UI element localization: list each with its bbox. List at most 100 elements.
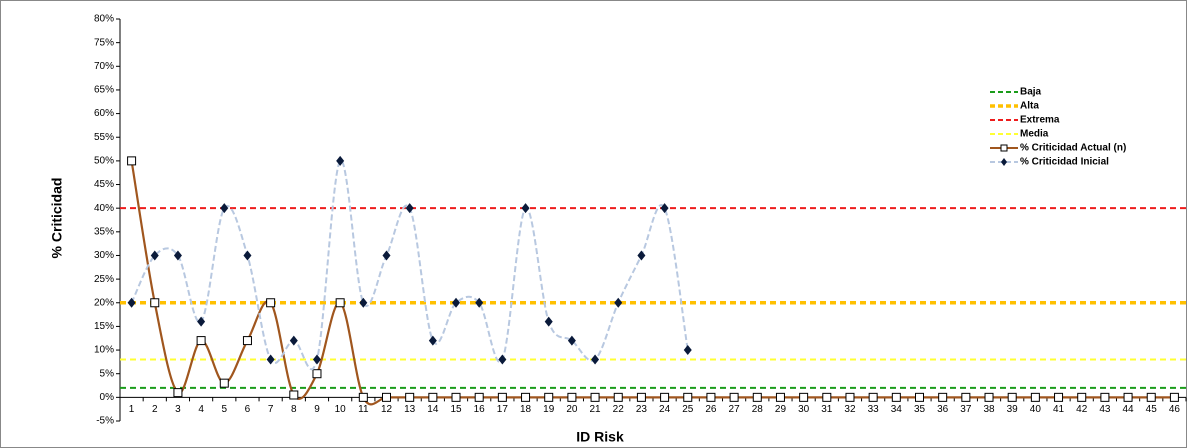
y-tick-label: 70% (94, 61, 114, 72)
point (752, 392, 762, 402)
point (219, 378, 229, 388)
y-tick-label: 55% (94, 132, 114, 143)
y-tick-label: 75% (94, 37, 114, 48)
point (173, 250, 182, 261)
point (428, 392, 438, 402)
point (452, 297, 461, 308)
point (822, 392, 832, 402)
x-tick-label: 22 (613, 404, 625, 415)
point (497, 392, 507, 402)
point (845, 392, 855, 402)
y-tick-label: 15% (94, 321, 114, 332)
x-tick-label: 42 (1076, 404, 1088, 415)
point (591, 354, 600, 365)
x-tick-label: 34 (891, 404, 903, 415)
x-tick-label: 17 (497, 404, 509, 415)
x-tick-label: 18 (520, 404, 532, 415)
point (498, 354, 507, 365)
y-tick-label: 80% (94, 14, 114, 25)
point (1030, 392, 1040, 402)
y-axis-title: % Criticidad (49, 178, 65, 259)
x-axis-title: ID Risk (576, 429, 624, 445)
point (173, 388, 183, 398)
point (590, 392, 600, 402)
x-tick-label: 24 (659, 404, 671, 415)
legend-marker (1001, 158, 1007, 166)
point (683, 392, 693, 402)
legend-label: % Criticidad Inicial (1020, 157, 1109, 168)
point (382, 392, 391, 402)
point (127, 297, 136, 308)
x-tick-label: 5 (222, 404, 228, 415)
legend-label: Extrema (1020, 115, 1060, 126)
x-tick-label: 6 (245, 404, 251, 415)
x-tick-label: 1 (129, 404, 135, 415)
point (127, 156, 137, 166)
y-tick-label: -5% (96, 416, 114, 427)
x-tick-label: 7 (268, 404, 274, 415)
point (150, 298, 160, 308)
point (660, 392, 670, 402)
point (636, 392, 646, 402)
x-tick-label: 36 (937, 404, 949, 415)
point (891, 392, 901, 402)
point (196, 336, 206, 346)
point (1169, 392, 1179, 402)
point (544, 316, 553, 327)
point (567, 392, 577, 402)
legend-label: Alta (1020, 101, 1039, 112)
y-tick-label: 0% (100, 392, 115, 403)
x-tick-label: 21 (590, 404, 602, 415)
point (938, 392, 948, 402)
point (961, 392, 971, 402)
y-tick-label: 60% (94, 108, 114, 119)
x-tick-label: 2 (152, 404, 158, 415)
point (660, 203, 669, 214)
x-tick-label: 11 (358, 404, 369, 415)
x-tick-label: 33 (868, 404, 880, 415)
point (289, 335, 298, 346)
y-tick-label: 25% (94, 274, 114, 285)
point (683, 345, 692, 356)
point (613, 392, 623, 402)
y-tick-label: 10% (94, 345, 114, 356)
x-tick-label: 26 (705, 404, 717, 415)
x-tick-label: 25 (682, 404, 694, 415)
x-tick-label: 40 (1030, 404, 1042, 415)
point (1007, 392, 1017, 402)
x-tick-label: 39 (1007, 404, 1019, 415)
point (475, 297, 484, 308)
point (1123, 392, 1133, 402)
y-tick-label: 65% (94, 85, 114, 96)
point (1054, 392, 1064, 402)
point (544, 392, 554, 402)
y-tick-label: 40% (94, 203, 114, 214)
point (266, 354, 275, 365)
x-tick-label: 27 (729, 404, 741, 415)
point (521, 392, 531, 402)
x-tick-label: 29 (775, 404, 787, 415)
x-tick-label: 30 (798, 404, 810, 415)
point (312, 354, 321, 365)
x-tick-label: 10 (335, 404, 347, 415)
point (474, 392, 484, 402)
point (266, 298, 276, 308)
point (729, 392, 739, 402)
x-tick-label: 35 (914, 404, 926, 415)
point (637, 250, 646, 261)
point (197, 316, 206, 327)
point (150, 250, 159, 261)
x-tick-label: 4 (198, 404, 204, 415)
x-tick-label: 41 (1053, 404, 1065, 415)
point (1100, 392, 1110, 402)
y-tick-label: 5% (100, 368, 115, 379)
point (984, 392, 994, 402)
point (1077, 392, 1087, 402)
y-tick-label: 50% (94, 156, 114, 167)
point (799, 392, 809, 402)
x-tick-label: 8 (291, 404, 297, 415)
point (521, 203, 530, 214)
x-tick-label: 45 (1146, 404, 1158, 415)
point (220, 203, 229, 214)
